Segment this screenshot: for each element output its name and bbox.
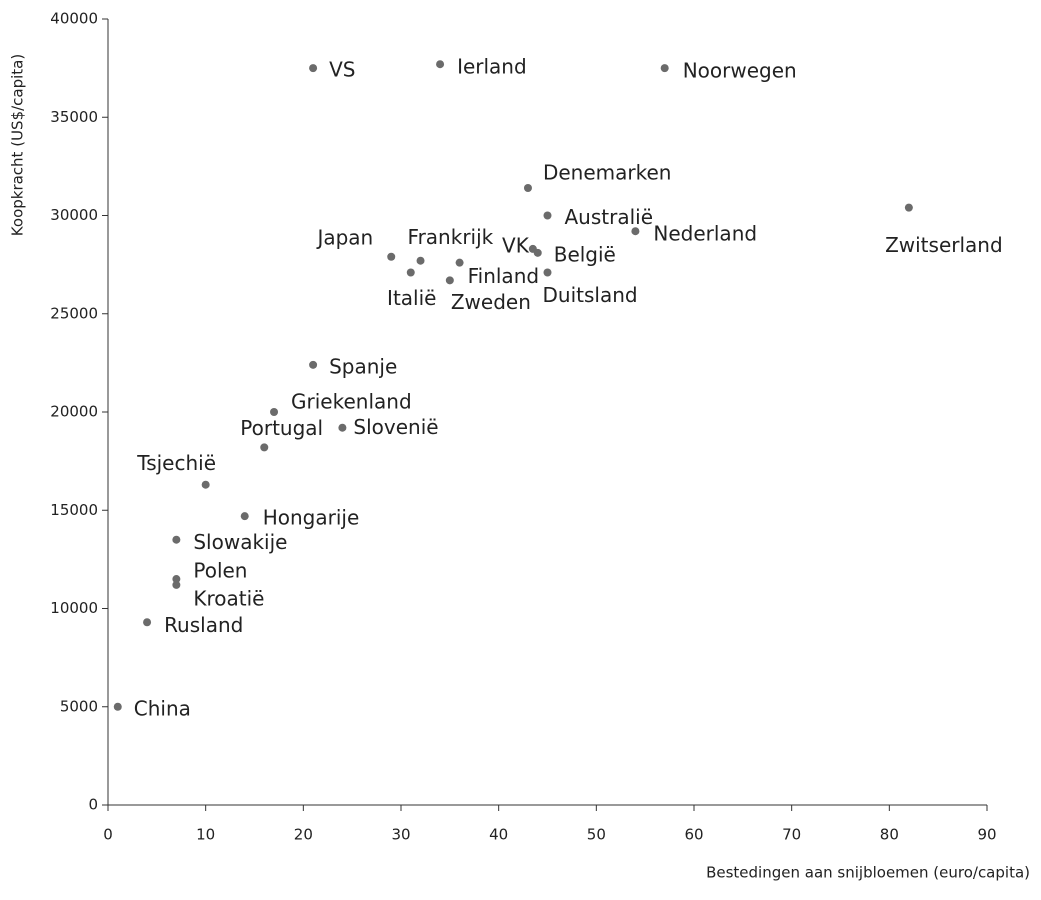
point-label: Ierland (457, 55, 527, 79)
point (406, 268, 415, 277)
x-tick-label: 80 (880, 826, 899, 844)
y-tick-label: 35000 (50, 108, 98, 126)
point (338, 423, 347, 432)
y-axis-title: Koopkracht (US$/capita) (9, 54, 27, 236)
x-tick-label: 70 (782, 826, 801, 844)
x-tick-label: 30 (391, 826, 410, 844)
point (455, 258, 464, 267)
y-tick-label: 5000 (60, 697, 98, 715)
point-label: Duitsland (543, 283, 638, 307)
x-tick-label: 60 (684, 826, 703, 844)
point-label: Tsjechië (136, 451, 216, 475)
y-tick-label: 25000 (50, 304, 98, 322)
point-label: Noorwegen (683, 59, 797, 83)
point-label: Nederland (653, 222, 757, 246)
x-tick-label: 50 (587, 826, 606, 844)
point (113, 702, 122, 711)
point (143, 618, 152, 627)
y-tick-label: 20000 (50, 403, 98, 421)
point (660, 64, 669, 73)
point-label: Polen (193, 559, 247, 583)
point-label: VK (502, 233, 530, 257)
point (523, 183, 532, 192)
point (436, 60, 445, 69)
point (543, 268, 552, 277)
point-label: Finland (468, 264, 539, 288)
point-label: Slowakije (193, 530, 287, 554)
point (260, 443, 269, 452)
y-tick-label: 10000 (50, 599, 98, 617)
point (543, 211, 552, 220)
y-tick-label: 0 (88, 796, 98, 814)
point (270, 408, 279, 416)
point (172, 575, 181, 584)
point-label: België (554, 242, 616, 266)
point-label: Frankrijk (408, 225, 494, 249)
point-label: VS (329, 58, 355, 82)
point-label: Australië (565, 205, 654, 229)
point (240, 512, 249, 521)
point-label: Japan (315, 225, 373, 249)
x-tick-label: 0 (103, 826, 113, 844)
point-label: Italië (387, 286, 436, 310)
x-tick-label: 40 (489, 826, 508, 844)
point-label: Portugal (240, 416, 323, 440)
x-tick-label: 20 (294, 826, 313, 844)
point (309, 360, 318, 369)
point (201, 480, 210, 489)
point (416, 256, 425, 265)
point-label: China (134, 696, 191, 720)
point (172, 580, 181, 589)
x-tick-label: 10 (196, 826, 215, 844)
point (533, 248, 542, 257)
point-label: Rusland (164, 613, 243, 637)
point (631, 227, 640, 236)
point (387, 252, 396, 261)
y-tick-label: 15000 (50, 501, 98, 519)
point-label: Zweden (451, 290, 531, 314)
point-label: Zwitserland (885, 233, 1003, 257)
point (445, 276, 454, 285)
point-label: Kroatië (193, 586, 264, 610)
point (904, 203, 913, 212)
point-label: Slovenië (353, 415, 438, 439)
point-label: Hongarije (263, 506, 360, 530)
point-label: Denemarken (543, 160, 672, 184)
point (309, 64, 318, 73)
point (172, 535, 181, 544)
x-axis-title: Bestedingen aan snijbloemen (euro/capita… (706, 864, 1030, 882)
y-tick-label: 30000 (50, 206, 98, 224)
point-label: Spanje (329, 354, 397, 378)
point-label: Griekenland (291, 390, 412, 414)
y-tick-label: 40000 (50, 10, 98, 28)
x-tick-label: 90 (977, 826, 996, 844)
